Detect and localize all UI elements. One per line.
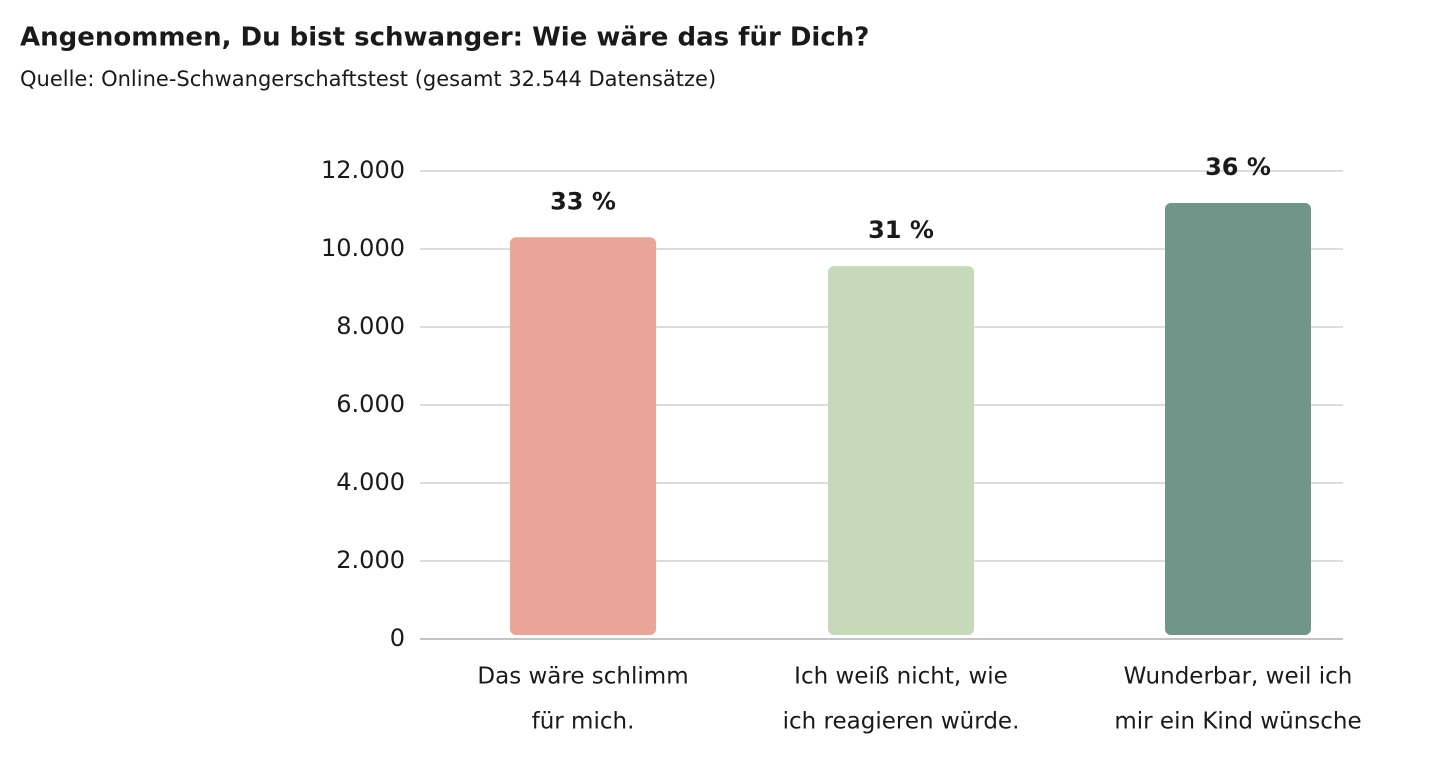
value-label: 36 % [1205, 153, 1271, 181]
y-tick-label: 10.000 [321, 234, 405, 262]
chart-title: Angenommen, Du bist schwanger: Wie wäre … [20, 23, 869, 53]
bar [828, 266, 974, 635]
y-tick-label: 4.000 [336, 468, 405, 496]
x-tick-label: Das wäre schlimm [477, 664, 688, 690]
y-tick-label: 2.000 [336, 546, 405, 574]
chart-subtitle: Quelle: Online-Schwangerschaftstest (ges… [20, 67, 716, 91]
value-label: 31 % [868, 216, 934, 244]
y-tick-label: 6.000 [336, 390, 405, 418]
y-tick-label: 12.000 [321, 156, 405, 184]
x-tick-label: Wunderbar, weil ich [1124, 664, 1353, 690]
x-tick-label: für mich. [532, 709, 635, 735]
y-tick-label: 8.000 [336, 312, 405, 340]
x-tick-label: ich reagieren würde. [783, 709, 1020, 735]
y-tick-label: 0 [390, 624, 405, 652]
x-tick-label: mir ein Kind wünsche [1114, 709, 1361, 735]
value-label: 33 % [550, 187, 616, 215]
bar [510, 237, 656, 636]
x-tick-label: Ich weiß nicht, wie [794, 664, 1008, 690]
bar [1165, 202, 1311, 636]
